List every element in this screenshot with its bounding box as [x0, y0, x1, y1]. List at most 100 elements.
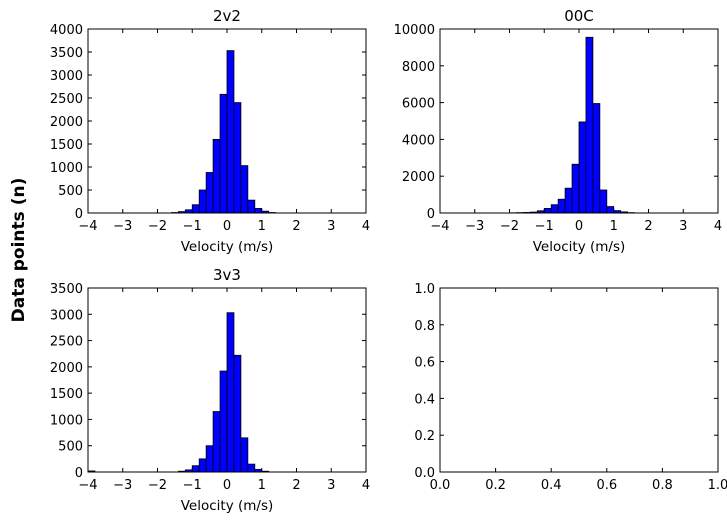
y-tick-label: 0.0 — [414, 466, 435, 481]
histogram-bar — [247, 463, 256, 473]
x-tick-label: 2 — [292, 219, 300, 234]
x-axis-label: Velocity (m/s) — [181, 239, 274, 255]
chart-title: 00C — [564, 7, 594, 25]
plot-frame — [439, 287, 719, 473]
histogram-bar — [564, 187, 573, 214]
histogram-bar — [198, 189, 207, 214]
x-tick-label: −1 — [535, 219, 554, 234]
x-tick-label: −3 — [113, 478, 132, 493]
chart-title: 2v2 — [213, 7, 241, 25]
y-tick-label: 2000 — [50, 115, 83, 130]
histogram-bar — [240, 437, 249, 473]
histogram-bar — [557, 198, 566, 214]
y-tick-label: 1.0 — [414, 282, 435, 297]
y-tick-label: 500 — [58, 184, 83, 199]
histogram-bar — [571, 163, 580, 214]
x-tick-label: −4 — [430, 219, 449, 234]
histogram-bar — [599, 189, 608, 214]
y-tick-label: 3000 — [50, 69, 83, 84]
x-tick-label: −1 — [183, 219, 202, 234]
y-tick-label: 1500 — [50, 138, 83, 153]
histogram-bar — [606, 206, 615, 214]
y-tick-label: 3500 — [50, 282, 83, 297]
x-tick-label: 0.6 — [596, 478, 617, 493]
y-tick-label: 0 — [75, 207, 83, 222]
x-tick-label: 4 — [362, 219, 370, 234]
histogram-bar — [219, 93, 228, 214]
histogram-bar — [233, 354, 242, 473]
histogram-bar — [578, 121, 587, 214]
histogram-bar — [191, 204, 200, 214]
y-tick-label: 500 — [58, 440, 83, 455]
x-tick-label: 0.2 — [485, 478, 506, 493]
x-tick-label: −2 — [148, 478, 167, 493]
histogram-bar — [212, 411, 221, 473]
y-tick-label: 0.4 — [414, 392, 435, 407]
histogram-bar — [212, 138, 221, 214]
y-tick-label: 1500 — [50, 387, 83, 402]
x-axis-label: Velocity (m/s) — [181, 498, 274, 514]
histogram-bar — [205, 172, 214, 214]
x-tick-label: 0 — [223, 219, 231, 234]
x-tick-label: −2 — [148, 219, 167, 234]
y-tick-label: 6000 — [402, 97, 435, 112]
x-tick-label: 2 — [292, 478, 300, 493]
histogram-bar — [240, 165, 249, 214]
x-tick-label: 4 — [714, 219, 722, 234]
histogram-bar — [226, 50, 235, 214]
x-tick-label: 0 — [575, 219, 583, 234]
histogram-bar — [233, 102, 242, 214]
chart-title: 3v3 — [213, 266, 241, 284]
histogram-bar — [585, 36, 594, 214]
y-tick-label: 4000 — [50, 23, 83, 38]
x-tick-label: 1.0 — [708, 478, 727, 493]
histogram-bar — [219, 370, 228, 473]
x-axis-label: Velocity (m/s) — [533, 239, 626, 255]
figure-ylabel: Data points (n) — [9, 178, 29, 323]
histogram-bar — [592, 103, 601, 214]
y-tick-label: 0.2 — [414, 429, 435, 444]
y-tick-label: 3000 — [50, 308, 83, 323]
x-tick-label: 4 — [362, 478, 370, 493]
histogram-bar — [543, 207, 552, 214]
x-tick-label: 2 — [644, 219, 652, 234]
y-tick-label: 4000 — [402, 133, 435, 148]
y-tick-label: 2000 — [50, 361, 83, 376]
chart-panel-1: −4 −3 −2 −1 0 1 2 3 4 0 500 1000 1500 2000 2500 3000 350… — [50, 7, 370, 255]
y-tick-label: 2500 — [50, 335, 83, 350]
x-tick-label: 0.0 — [430, 478, 451, 493]
x-tick-label: 3 — [327, 219, 335, 234]
y-tick-label: 3500 — [50, 46, 83, 61]
histogram-bar — [254, 207, 263, 214]
y-tick-label: 1000 — [50, 413, 83, 428]
x-tick-label: 3 — [679, 219, 687, 234]
histogram-bar — [226, 312, 235, 473]
y-tick-label: 0 — [427, 207, 435, 222]
y-tick-label: 0.6 — [414, 356, 435, 371]
x-tick-label: −1 — [183, 478, 202, 493]
histogram-bar — [550, 204, 559, 214]
y-tick-label: 0 — [75, 466, 83, 481]
y-tick-label: 10000 — [394, 23, 435, 38]
x-tick-label: 1 — [610, 219, 618, 234]
x-tick-label: 3 — [327, 478, 335, 493]
y-tick-label: 1000 — [50, 161, 83, 176]
histogram-bar — [191, 465, 200, 473]
x-tick-label: −2 — [500, 219, 519, 234]
x-tick-label: −3 — [113, 219, 132, 234]
histogram-bar — [198, 458, 207, 473]
chart-panel-4: 0.0 0.2 0.4 0.6 0.8 1.0 0.0 0.2 0.4 0.6 0.8 1.0 — [414, 282, 727, 493]
histogram-bar — [247, 199, 256, 214]
y-tick-label: 8000 — [402, 60, 435, 75]
y-tick-label: 2500 — [50, 92, 83, 107]
x-tick-label: 1 — [258, 478, 266, 493]
x-tick-label: 0.8 — [652, 478, 673, 493]
x-tick-label: −4 — [78, 478, 97, 493]
x-tick-label: 0 — [223, 478, 231, 493]
y-tick-label: 0.8 — [414, 319, 435, 334]
y-tick-label: 2000 — [402, 170, 435, 185]
chart-panel-2: −4 −3 −2 −1 0 1 2 3 4 0 2000 4000 6000 8000 10000 00C Ve… — [394, 7, 723, 255]
x-tick-label: −3 — [465, 219, 484, 234]
x-tick-label: −4 — [78, 219, 97, 234]
